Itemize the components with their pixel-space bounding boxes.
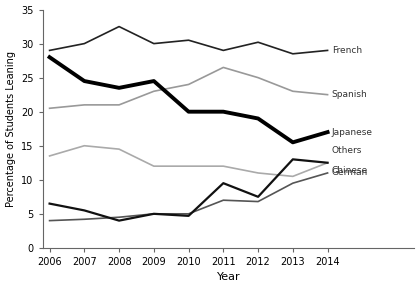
Text: Spanish: Spanish <box>332 90 368 99</box>
Text: Chinese: Chinese <box>332 166 368 175</box>
X-axis label: Year: Year <box>217 272 240 283</box>
Text: French: French <box>332 46 362 55</box>
Text: German: German <box>332 168 368 177</box>
Text: Japanese: Japanese <box>332 128 373 137</box>
Y-axis label: Percentage of Students Leaning: Percentage of Students Leaning <box>5 51 16 207</box>
Text: Others: Others <box>332 146 362 155</box>
